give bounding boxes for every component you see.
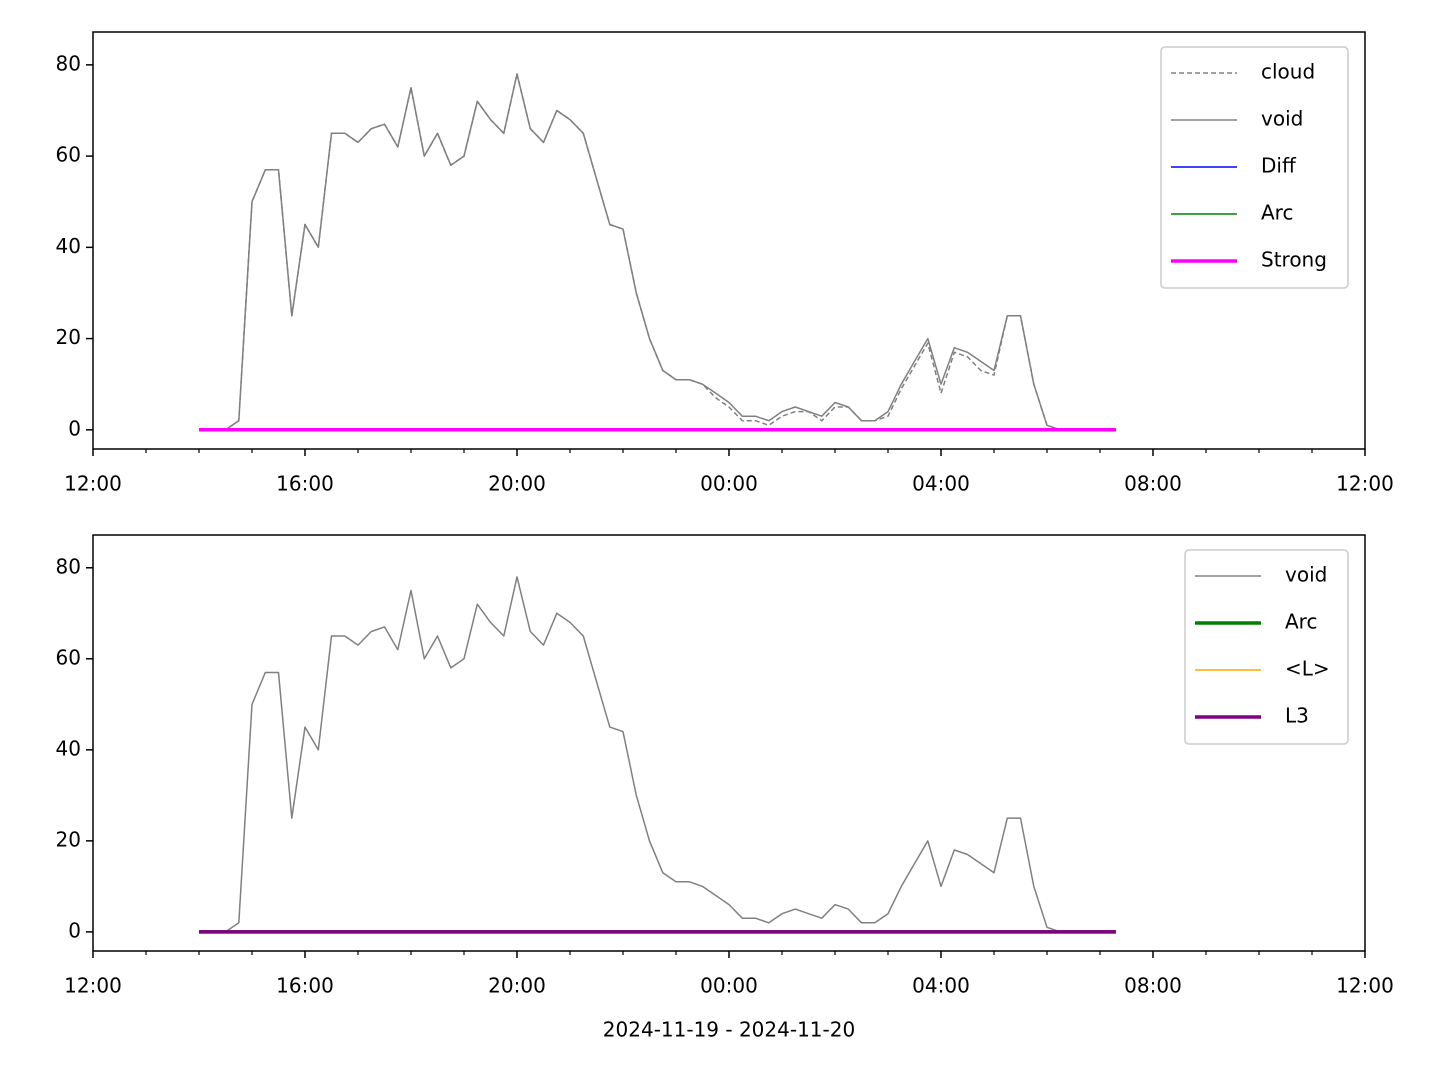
x-tick-label: 08:00 xyxy=(1124,974,1182,998)
legend-label: Arc xyxy=(1261,201,1293,225)
y-tick-label: 60 xyxy=(56,645,81,669)
y-tick-label: 20 xyxy=(56,827,81,851)
y-tick-label: 60 xyxy=(56,143,81,167)
legend-label: L3 xyxy=(1285,704,1309,728)
x-tick-label: 16:00 xyxy=(276,974,334,998)
x-tick-label: 12:00 xyxy=(1336,472,1394,496)
legend-label: cloud xyxy=(1261,60,1315,84)
series-line xyxy=(199,73,1116,431)
y-tick-label: 80 xyxy=(56,554,81,578)
x-axis-label: 2024-11-19 - 2024-11-20 xyxy=(603,1018,855,1042)
y-tick-label: 0 xyxy=(68,416,81,440)
x-tick-label: 04:00 xyxy=(912,974,970,998)
legend-label: Diff xyxy=(1261,154,1297,178)
series-line xyxy=(199,73,1116,431)
y-tick-label: 40 xyxy=(56,234,81,258)
axes-frame xyxy=(92,31,1366,450)
legend-label: Arc xyxy=(1285,610,1317,634)
x-tick-label: 20:00 xyxy=(488,974,546,998)
series-line xyxy=(199,576,1116,933)
y-tick-label: 40 xyxy=(56,736,81,760)
legend-box xyxy=(1160,46,1349,289)
y-tick-label: 80 xyxy=(56,51,81,75)
legend-box xyxy=(1184,549,1349,745)
axes-frame xyxy=(92,534,1366,952)
legend-label: void xyxy=(1261,107,1303,131)
y-tick-label: 0 xyxy=(68,918,81,942)
legend-label: <L> xyxy=(1285,657,1330,681)
x-tick-label: 16:00 xyxy=(276,472,334,496)
y-tick-label: 20 xyxy=(56,325,81,349)
x-tick-label: 00:00 xyxy=(700,472,758,496)
x-tick-label: 12:00 xyxy=(64,974,122,998)
x-tick-label: 08:00 xyxy=(1124,472,1182,496)
x-tick-label: 04:00 xyxy=(912,472,970,496)
x-tick-label: 12:00 xyxy=(1336,974,1394,998)
x-tick-label: 20:00 xyxy=(488,472,546,496)
legend-label: void xyxy=(1285,563,1327,587)
x-tick-label: 12:00 xyxy=(64,472,122,496)
x-tick-label: 00:00 xyxy=(700,974,758,998)
legend-label: Strong xyxy=(1261,248,1327,272)
